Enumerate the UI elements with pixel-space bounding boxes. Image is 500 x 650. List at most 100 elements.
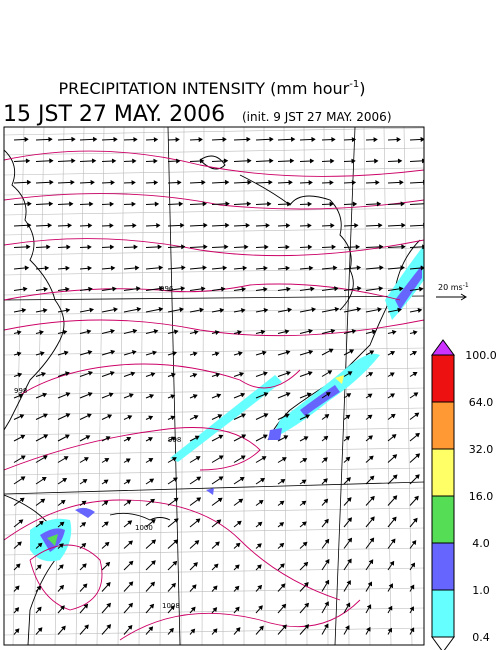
- precipitation-area: [170, 375, 282, 462]
- wind-vector-head: [108, 392, 114, 397]
- wind-vector-head: [285, 223, 291, 228]
- wind-vector-head: [373, 137, 378, 143]
- wind-vector-head: [324, 601, 329, 606]
- wind-vector-head: [217, 414, 223, 419]
- wind-vector-head: [411, 540, 417, 545]
- wind-vector-head: [279, 542, 285, 548]
- wind-vector-head: [199, 158, 205, 164]
- wind-vector-head: [132, 328, 138, 334]
- wind-vector-head: [399, 180, 404, 185]
- wind-vector-head: [191, 606, 196, 612]
- wind-vector-head: [237, 330, 242, 335]
- wind-vector-head: [126, 436, 132, 442]
- wind-vector-head: [258, 499, 264, 505]
- wind-vector-head: [14, 628, 20, 633]
- wind-vector-head: [127, 415, 133, 420]
- wind-vector-head: [90, 180, 95, 185]
- wind-vector-head: [351, 180, 357, 185]
- isobar: [29, 544, 103, 611]
- grid-line: [363, 127, 371, 645]
- wind-vector-head: [328, 348, 334, 353]
- wind-vector-head: [379, 265, 384, 271]
- wind-vector-head: [282, 457, 287, 462]
- wind-vector-head: [157, 244, 162, 250]
- wind-vector-head: [59, 564, 64, 569]
- wind-vector-head: [304, 602, 309, 608]
- wind-vector-head: [103, 479, 109, 484]
- isobar-label: 1000: [135, 524, 153, 532]
- wind-vector-head: [397, 307, 402, 313]
- title: PRECIPITATION INTENSITY (mm hour-1): [59, 79, 366, 98]
- wind-vector-head: [247, 158, 252, 164]
- wind-vector-head: [193, 415, 199, 420]
- wind-vector-head: [289, 158, 295, 164]
- wind-vector-head: [26, 244, 31, 250]
- wind-vector-head: [82, 583, 88, 589]
- title-superscript: -1: [349, 79, 359, 90]
- wind-vector-head: [109, 201, 115, 207]
- wind-vector-head: [412, 330, 418, 335]
- wind-vector-head: [199, 307, 204, 313]
- grid-line: [4, 607, 424, 616]
- isobar: [4, 283, 401, 301]
- wind-vector-head: [202, 201, 207, 207]
- wind-vector-head: [104, 521, 109, 526]
- wind-vector-head: [367, 414, 373, 420]
- wind-vector-head: [126, 458, 131, 463]
- wind-vector-head: [219, 308, 225, 313]
- wind-vector-head: [305, 414, 311, 419]
- isobar: [4, 499, 341, 601]
- wind-vector-head: [85, 435, 91, 440]
- wind-vector-head: [323, 498, 329, 504]
- wind-vector-head: [170, 415, 176, 420]
- coastline: [4, 149, 65, 431]
- wind-vector-head: [15, 585, 20, 591]
- wind-vector-head: [263, 308, 269, 313]
- colorbar-label: 64.0: [469, 396, 494, 409]
- wind-vector-head: [151, 539, 157, 544]
- wind-vector-head: [307, 223, 312, 229]
- grid-line: [4, 567, 424, 576]
- wind-vector-head: [415, 432, 420, 438]
- wind-vector-head: [109, 223, 114, 229]
- wind-vector-head: [21, 455, 26, 460]
- wind-vector-head: [65, 308, 71, 313]
- wind-vector-head: [389, 560, 395, 566]
- wind-vector-head: [19, 414, 25, 419]
- isobar: [19, 363, 301, 396]
- isobar-label: 998: [168, 436, 181, 444]
- wind-vector-head: [18, 393, 24, 398]
- wind-vector-head: [263, 371, 268, 376]
- wind-vector-head: [303, 561, 309, 567]
- wind-vector-head: [241, 434, 247, 439]
- wind-vector-head: [106, 624, 112, 629]
- wind-vector-head: [356, 265, 362, 271]
- isobar: [4, 193, 424, 210]
- wind-vector-head: [331, 137, 336, 142]
- wind-vector-head: [70, 179, 75, 185]
- wind-vector-head: [151, 519, 156, 524]
- wind-vector-head: [346, 393, 352, 398]
- wind-vector-head: [112, 286, 117, 292]
- wind-vector-head: [282, 624, 287, 630]
- wind-vector-head: [71, 136, 76, 142]
- wind-vector-head: [352, 201, 358, 207]
- wind-vector-head: [172, 351, 178, 356]
- wind-vector-head: [220, 286, 226, 292]
- wind-vector-head: [171, 436, 176, 441]
- wind-vector-head: [148, 415, 154, 421]
- wind-vector-head: [302, 521, 307, 526]
- wind-vector-head: [378, 222, 383, 228]
- wind-vector-head: [44, 265, 50, 271]
- wind-vector-head: [82, 563, 87, 568]
- wind-vector-head: [153, 158, 158, 164]
- wind-vector-head: [391, 330, 397, 335]
- wind-vector-head: [20, 434, 26, 440]
- grid-line: [4, 207, 424, 216]
- wind-vector-head: [151, 560, 156, 565]
- wind-vector-head: [214, 351, 220, 357]
- wind-vector-head: [66, 244, 71, 250]
- colorbar-bottom-triangle: [431, 636, 455, 650]
- wind-vector-head: [241, 286, 247, 292]
- wind-vector-head: [173, 539, 179, 544]
